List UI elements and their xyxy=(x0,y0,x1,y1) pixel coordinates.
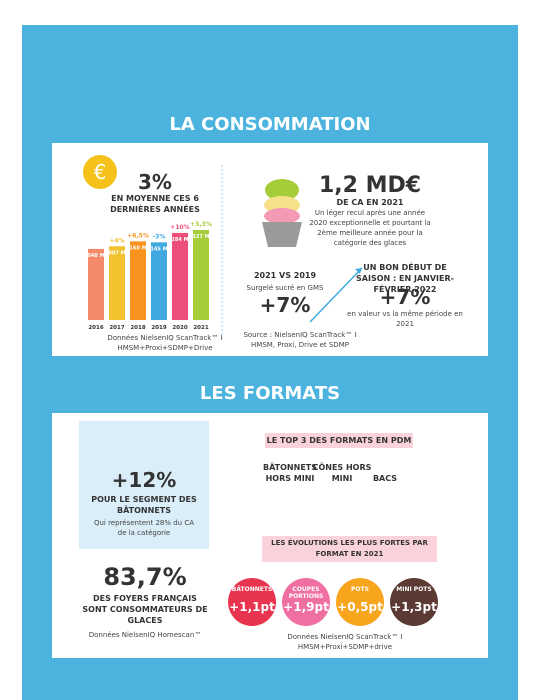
x-tick-label: 2016 xyxy=(88,325,103,331)
stat-label: 2021 VS 2019 xyxy=(253,271,317,280)
value-label: 1087 M€ xyxy=(105,250,130,256)
bar xyxy=(88,248,104,320)
evolution-name: POTS xyxy=(351,586,369,593)
growth-label: +4% xyxy=(109,237,124,244)
stat-text: Surgelé sucré en GMS xyxy=(246,284,324,292)
bar xyxy=(172,232,188,320)
x-tick-label: 2019 xyxy=(151,325,166,331)
x-tick-label: 2021 xyxy=(193,325,208,331)
euro-icon xyxy=(83,155,117,189)
stat-label: DES FOYERS FRANÇAIS SONT CONSOMMATEURS D… xyxy=(82,594,208,625)
value-label: 1048 M€ xyxy=(84,253,109,259)
evolution-circle xyxy=(282,578,330,626)
stat-label: POUR LE SEGMENT DES BÂTONNETS xyxy=(91,495,197,515)
section-title: LA CONSOMMATION xyxy=(169,114,371,135)
source: Données NielsenIQ Homescan™ xyxy=(88,631,202,639)
banner: LES ÉVOLUTIONS LES PLUS FORTES PAR FORMA… xyxy=(262,536,437,562)
bar xyxy=(193,230,209,320)
banner: LE TOP 3 DES FORMATS EN PDM xyxy=(265,433,413,448)
source: Source : NielsenIQ ScanTrack™ I HMSM, Pr… xyxy=(243,331,357,349)
stat: 83,7% xyxy=(103,563,187,591)
arrow xyxy=(309,267,363,323)
stat: 1,2 MD€ xyxy=(318,173,422,198)
evolution-circle xyxy=(390,578,438,626)
section-title: LES FORMATS xyxy=(199,383,341,404)
bar xyxy=(109,246,125,320)
bar xyxy=(151,242,167,320)
growth-label: -3% xyxy=(153,233,166,240)
x-tick-label: 2018 xyxy=(130,325,145,331)
evolution-name: MINI POTS xyxy=(396,586,432,593)
cup-icon xyxy=(262,222,302,247)
evolution-circle xyxy=(228,578,276,626)
source: Données NielsenIQ ScanTrack™ I HMSM+Prox… xyxy=(287,633,403,651)
evolution-value: +1,9pt xyxy=(283,600,329,614)
value-label: 1145 M€ xyxy=(147,246,172,252)
chart-source: Données NielsenIQ ScanTrack™ I HMSM+Prox… xyxy=(107,334,223,352)
stat-text: Qui représentent 28% du CA de la catégor… xyxy=(93,519,195,537)
euro-symbol: € xyxy=(94,160,107,184)
evolution-name: BÂTONNETS xyxy=(231,586,273,593)
stat: 3% xyxy=(138,170,172,194)
stat-label: UN BON DÉBUT DE SAISON : EN JANVIER-FÉVR… xyxy=(356,263,454,294)
format-label: BÂTONNETS HORS MINI xyxy=(263,463,317,483)
stat: +7% xyxy=(259,293,311,317)
stat: +12% xyxy=(111,468,177,492)
value-label: 1160 M€ xyxy=(126,245,151,251)
evolution-name: COUPES PORTIONS xyxy=(288,586,324,600)
highlight-box xyxy=(79,421,209,549)
bar xyxy=(130,241,146,320)
evolution-value: +1,1pt xyxy=(229,600,275,614)
evolution-circle xyxy=(336,578,384,626)
evolution-value: +1,3pt xyxy=(391,600,437,614)
format-label: BACS xyxy=(372,474,398,483)
evolution-value: +0,5pt xyxy=(337,600,383,614)
value-label: 1327 M€ xyxy=(189,234,214,240)
growth-label: +6,5% xyxy=(127,232,149,239)
x-tick-label: 2017 xyxy=(109,325,124,331)
stat-label: DE CA EN 2021 xyxy=(336,198,404,207)
value-label: 1284 M€ xyxy=(168,237,193,243)
stat: +7% xyxy=(379,285,431,309)
format-label: CÔNES HORS MINI xyxy=(312,463,372,483)
growth-label: +3,3% xyxy=(190,221,212,228)
growth-label: +10% xyxy=(170,224,189,231)
stat-text: en valeur vs la même période en 2021 xyxy=(347,310,463,328)
stat-label: EN MOYENNE CES 6 DERNIÈRES ANNÉES xyxy=(110,194,200,214)
stat-text: Un léger recul après une année 2020 exce… xyxy=(309,209,431,247)
x-tick-label: 2020 xyxy=(172,325,187,331)
